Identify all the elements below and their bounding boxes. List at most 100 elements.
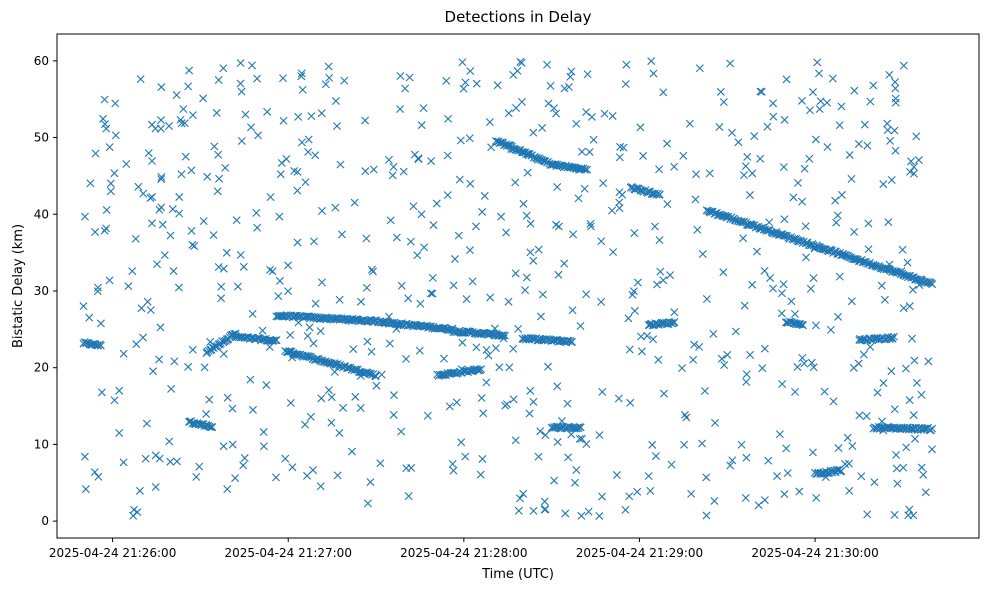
data-point: [148, 219, 156, 228]
data-point: [917, 463, 926, 472]
data-point: [356, 371, 365, 380]
data-point: [497, 212, 506, 221]
data-point: [490, 324, 499, 333]
data-point: [363, 499, 372, 508]
data-point: [808, 448, 817, 457]
data-point: [909, 162, 918, 171]
data-point: [901, 364, 910, 373]
data-point: [303, 331, 312, 340]
data-point: [899, 304, 908, 313]
data-point: [457, 365, 466, 374]
data-point: [798, 353, 807, 362]
data-point: [893, 479, 902, 488]
data-point: [835, 272, 844, 281]
data-point: [550, 104, 559, 113]
data-point: [589, 135, 598, 144]
data-point: [311, 299, 320, 308]
data-point: [812, 493, 821, 502]
data-point: [504, 297, 513, 306]
data-point: [102, 205, 111, 214]
data-point: [760, 266, 769, 275]
data-point: [466, 67, 475, 76]
data-point: [692, 170, 701, 179]
data-point: [769, 112, 778, 121]
data-point: [568, 306, 577, 315]
data-point: [236, 59, 245, 68]
data-point: [833, 211, 842, 220]
data-point: [96, 341, 105, 350]
data-point: [553, 183, 562, 191]
data-point: [455, 175, 464, 184]
data-point: [157, 175, 166, 184]
data-point: [214, 75, 223, 84]
data-point: [741, 162, 750, 171]
data-point: [648, 440, 657, 449]
data-point: [111, 99, 120, 108]
data-point: [614, 394, 623, 403]
data-point: [552, 220, 561, 229]
data-point: [297, 72, 306, 81]
data-point: [156, 323, 165, 332]
data-point: [899, 61, 908, 70]
data-point: [748, 169, 757, 178]
data-point: [783, 469, 792, 478]
data-point: [405, 73, 414, 82]
data-point: [392, 324, 401, 333]
data-point: [409, 202, 418, 211]
data-point: [643, 331, 652, 340]
data-point: [766, 273, 775, 282]
data-point: [417, 121, 426, 130]
data-point: [687, 489, 696, 498]
data-point: [890, 510, 899, 519]
data-point: [458, 328, 467, 337]
data-point: [298, 85, 307, 94]
data-point: [317, 394, 326, 403]
data-point: [855, 411, 864, 420]
y-tick-label: 60: [34, 54, 49, 68]
data-point: [887, 176, 896, 184]
data-point: [898, 245, 907, 254]
data-point: [742, 370, 751, 379]
data-point: [739, 234, 748, 243]
data-point: [841, 459, 850, 468]
data-point: [241, 110, 250, 119]
data-point: [882, 265, 891, 274]
data-point: [384, 155, 393, 164]
data-point: [891, 84, 900, 93]
data-point: [514, 506, 523, 515]
data-point: [404, 294, 413, 303]
data-point: [304, 352, 313, 361]
data-point: [149, 367, 158, 376]
data-point: [350, 198, 359, 207]
data-point: [209, 231, 218, 240]
data-point: [402, 354, 411, 363]
data-point: [615, 153, 624, 162]
data-point: [301, 420, 310, 429]
data-point: [534, 452, 543, 461]
data-point: [156, 116, 165, 125]
data-point: [449, 466, 458, 475]
data-point: [102, 124, 111, 133]
data-point: [886, 136, 895, 145]
data-point: [361, 116, 370, 125]
data-point: [815, 69, 824, 78]
data-point: [369, 165, 378, 174]
data-point: [597, 297, 606, 306]
data-point: [655, 190, 664, 199]
data-point: [413, 251, 422, 260]
data-point: [89, 339, 98, 348]
data-point: [808, 88, 817, 97]
data-point: [599, 179, 608, 188]
data-point: [177, 119, 186, 128]
chart-title: Detections in Delay: [445, 8, 592, 26]
data-point: [449, 281, 458, 290]
data-point: [480, 191, 489, 200]
data-point: [286, 398, 295, 407]
data-point: [321, 80, 330, 89]
data-point: [845, 486, 854, 495]
data-point: [905, 302, 914, 311]
data-point: [457, 438, 466, 447]
data-point: [309, 339, 318, 348]
data-point: [476, 470, 485, 479]
